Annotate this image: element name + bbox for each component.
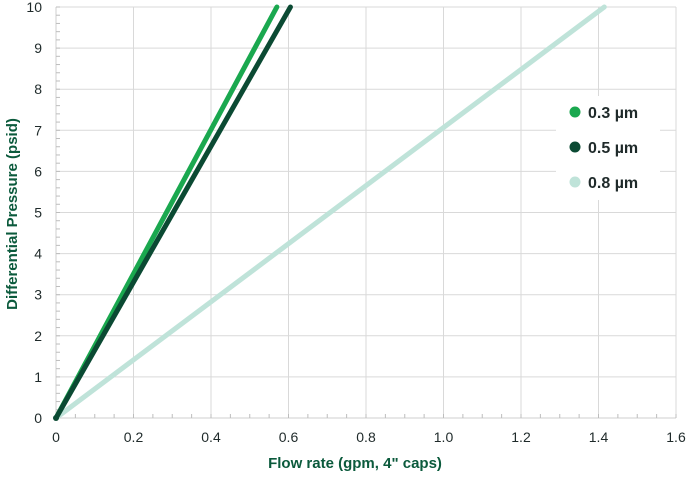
y-tick-label: 5	[34, 205, 42, 221]
legend-marker	[569, 106, 581, 118]
x-tick-label: 0	[52, 429, 60, 445]
series-line-1	[53, 4, 293, 421]
x-axis-title: Flow rate (gpm, 4" caps)	[268, 455, 442, 472]
x-tick-label: 0.6	[279, 429, 299, 445]
x-tick-label: 1.4	[589, 429, 609, 445]
y-tick-label: 1	[34, 369, 42, 385]
y-tick-label: 4	[34, 246, 42, 262]
y-axis-title: Differential Pressure (psid)	[4, 118, 21, 310]
x-tick-label: 1.2	[511, 429, 531, 445]
x-tick-label: 0.2	[124, 429, 144, 445]
x-tick-label: 0.8	[356, 429, 376, 445]
y-tick-label: 8	[34, 81, 42, 97]
y-tick-label: 7	[34, 122, 42, 138]
legend-label: 0.3 µm	[588, 105, 638, 122]
series-line-2	[53, 4, 607, 421]
x-tick-label: 0.4	[201, 429, 221, 445]
grid-lines	[55, 6, 677, 419]
x-tick-labels: 0 0.2 0.4 0.6 0.8 1.0 1.2 1.4 1.6	[52, 429, 686, 445]
y-tick-label: 3	[34, 287, 42, 303]
y-tick-labels: 0 1 2 3 4 5 6 7 8 9 10	[26, 0, 42, 426]
y-tick-label: 10	[26, 0, 42, 15]
legend-marker	[569, 141, 581, 153]
y-tick-label: 6	[34, 163, 42, 179]
legend-label: 0.5 µm	[588, 140, 638, 157]
legend-marker	[569, 176, 581, 188]
origin-point	[53, 415, 59, 421]
y-tick-label: 0	[34, 410, 42, 426]
y-tick-label: 9	[34, 40, 42, 56]
x-tick-label: 1.0	[434, 429, 454, 445]
legend: 0.3 µm 0.5 µm 0.8 µm	[556, 96, 660, 200]
series-lines	[53, 4, 607, 421]
legend-label: 0.8 µm	[588, 175, 638, 192]
y-tick-label: 2	[34, 328, 42, 344]
x-tick-label: 1.6	[666, 429, 686, 445]
